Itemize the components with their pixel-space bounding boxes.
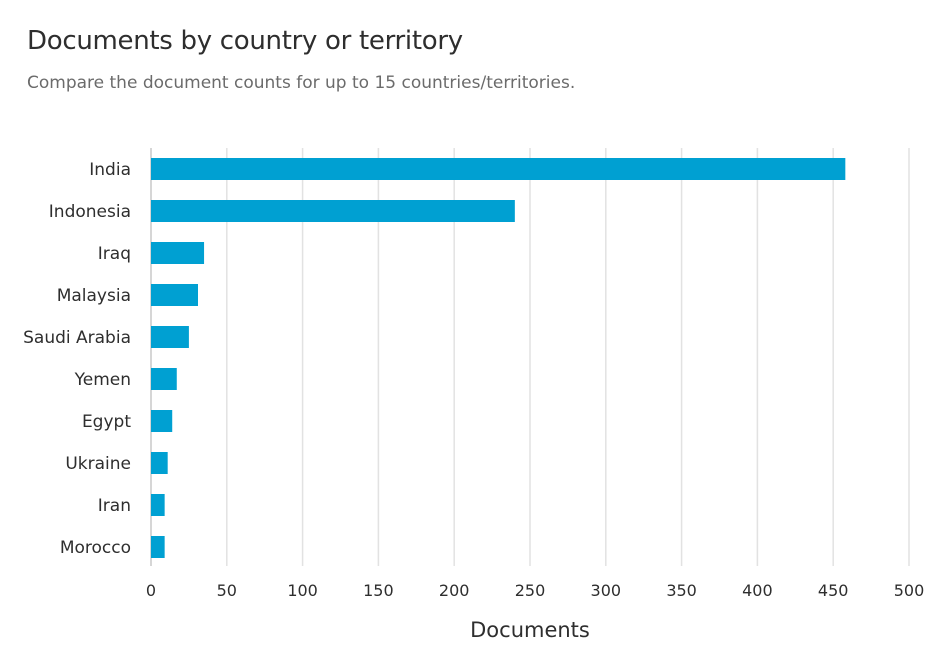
tick-labels: 0 50 100 150 200 250 300 350 400 450 500 (146, 581, 924, 600)
x-axis-title: Documents (470, 618, 590, 642)
category-label: Yemen (74, 370, 131, 390)
category-labels: India Indonesia Iraq Malaysia Saudi Arabia Ye… (23, 160, 131, 558)
x-tick-label: 250 (515, 581, 546, 600)
bar[interactable] (151, 284, 198, 306)
x-tick-label: 0 (146, 581, 156, 600)
x-tick-label: 500 (894, 581, 925, 600)
bar[interactable] (151, 410, 173, 432)
x-tick-label: 400 (742, 581, 773, 600)
x-tick-label: 100 (287, 581, 318, 600)
x-tick-label: 200 (439, 581, 470, 600)
bar[interactable] (151, 242, 205, 264)
bar[interactable] (151, 452, 168, 474)
category-label: Iran (98, 496, 131, 516)
bars (151, 158, 846, 558)
x-tick-label: 450 (818, 581, 849, 600)
x-tick-label: 50 (217, 581, 237, 600)
category-label: Egypt (82, 412, 131, 432)
bar[interactable] (151, 158, 846, 180)
bar[interactable] (151, 326, 189, 348)
category-label: Morocco (60, 538, 131, 558)
x-tick-label: 350 (666, 581, 697, 600)
category-label: Saudi Arabia (23, 328, 131, 348)
category-label: Ukraine (65, 454, 131, 474)
category-label: Malaysia (57, 286, 131, 306)
x-tick-label: 300 (591, 581, 622, 600)
bar[interactable] (151, 494, 165, 516)
category-label: Indonesia (49, 202, 131, 222)
category-label: Iraq (98, 244, 131, 264)
bar[interactable] (151, 368, 177, 390)
bar[interactable] (151, 536, 165, 558)
category-label: India (89, 160, 131, 180)
chart-subtitle: Compare the document counts for up to 15… (27, 73, 576, 93)
bar[interactable] (151, 200, 515, 222)
x-tick-label: 150 (363, 581, 394, 600)
chart-title: Documents by country or territory (27, 26, 463, 56)
